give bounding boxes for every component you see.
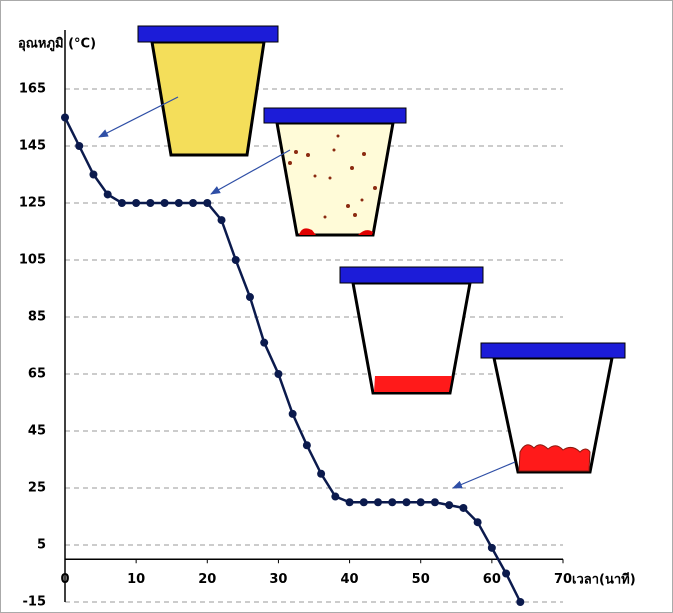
data-point bbox=[75, 142, 84, 150]
data-point bbox=[302, 441, 311, 450]
y-tick-label: -15 bbox=[23, 595, 47, 610]
data-point bbox=[203, 199, 212, 207]
data-point bbox=[502, 569, 511, 578]
pot-illustrations bbox=[98, 25, 626, 489]
data-point bbox=[345, 498, 354, 507]
y-tick-label: 25 bbox=[28, 481, 46, 496]
x-tick-label: 70 bbox=[554, 572, 572, 587]
data-point bbox=[487, 543, 496, 552]
grid-layer bbox=[64, 30, 564, 603]
data-point bbox=[374, 498, 383, 507]
x-tick-label: 0 bbox=[60, 572, 69, 587]
plot-layer bbox=[61, 113, 525, 606]
data-point bbox=[317, 469, 326, 478]
data-point bbox=[274, 370, 283, 378]
data-point bbox=[473, 518, 482, 527]
y-tick-label: 45 bbox=[28, 424, 46, 439]
data-point bbox=[388, 498, 397, 507]
y-tick-label: 145 bbox=[19, 139, 46, 154]
y-axis-label: อุณหภูมิ (°C) bbox=[18, 37, 96, 52]
x-tick-label: 30 bbox=[269, 572, 287, 587]
data-point bbox=[430, 498, 439, 507]
x-tick-label: 50 bbox=[412, 572, 430, 587]
y-tick-label: 125 bbox=[19, 196, 46, 211]
data-point bbox=[245, 293, 254, 302]
data-point bbox=[160, 199, 169, 207]
data-point bbox=[189, 199, 198, 207]
x-tick-label: 10 bbox=[127, 572, 145, 587]
data-point bbox=[61, 113, 69, 122]
data-point bbox=[331, 492, 340, 501]
data-point bbox=[260, 338, 269, 347]
data-point bbox=[445, 501, 454, 510]
x-tick-label: 20 bbox=[198, 572, 216, 587]
data-point bbox=[146, 199, 155, 207]
data-point bbox=[103, 190, 112, 199]
data-point bbox=[217, 216, 226, 225]
y-tick-label: 85 bbox=[28, 310, 46, 325]
y-tick-label: 105 bbox=[19, 253, 46, 268]
data-point bbox=[459, 503, 468, 512]
data-point bbox=[117, 199, 126, 207]
data-point bbox=[402, 498, 411, 507]
data-point bbox=[359, 498, 368, 507]
data-point bbox=[516, 598, 525, 606]
x-axis-label: เวลา(นาที) bbox=[572, 572, 636, 588]
data-point bbox=[132, 199, 141, 207]
data-point bbox=[89, 170, 98, 179]
data-point bbox=[174, 199, 183, 207]
x-tick-label: 40 bbox=[341, 572, 359, 587]
y-tick-label: 65 bbox=[28, 367, 46, 382]
y-tick-label: 5 bbox=[37, 538, 46, 553]
y-tick-label: 165 bbox=[19, 82, 46, 97]
data-point bbox=[288, 409, 297, 418]
x-tick-label: 60 bbox=[483, 572, 501, 587]
data-point bbox=[231, 256, 240, 264]
data-point bbox=[416, 498, 425, 507]
